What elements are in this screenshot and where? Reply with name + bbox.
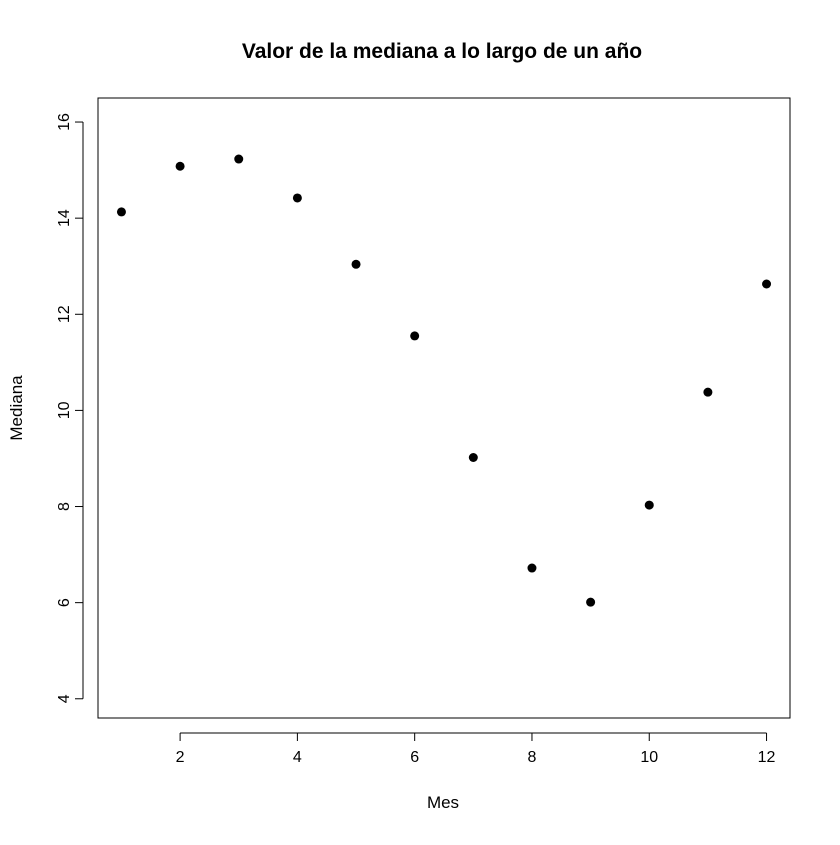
- data-point: [468, 453, 478, 463]
- data-point: [175, 161, 185, 171]
- y-tick-label: 10: [56, 401, 73, 419]
- plot-frame: [97, 97, 791, 719]
- data-point: [644, 500, 654, 510]
- x-tick-label: 4: [293, 749, 302, 766]
- data-point: [292, 193, 302, 203]
- y-tick-label: 14: [56, 209, 73, 227]
- x-tick-label: 6: [410, 749, 419, 766]
- x-axis: 2 4 6 8 10 12: [176, 732, 776, 766]
- data-points: [116, 154, 772, 607]
- y-tick-label: 12: [56, 305, 73, 323]
- x-axis-title: Mes: [427, 793, 459, 812]
- data-point: [234, 154, 244, 164]
- x-tick-label: 10: [640, 749, 658, 766]
- x-tick-label: 8: [528, 749, 537, 766]
- y-tick-label: 8: [56, 502, 73, 511]
- y-axis: 4 6 8 10 12 14 16: [56, 113, 84, 703]
- chart-title: Valor de la mediana a lo largo de un año: [242, 40, 642, 63]
- x-tick-label: 12: [758, 749, 776, 766]
- data-point: [410, 331, 420, 341]
- x-tick-label: 2: [176, 749, 185, 766]
- data-point: [703, 387, 713, 397]
- y-axis-title: Mediana: [7, 375, 26, 441]
- data-point: [351, 259, 361, 269]
- y-tick-label: 4: [56, 694, 73, 703]
- data-point: [527, 563, 537, 573]
- data-point: [116, 207, 126, 217]
- y-tick-label: 16: [56, 113, 73, 131]
- y-tick-label: 6: [56, 598, 73, 607]
- data-point: [762, 279, 772, 289]
- data-point: [586, 597, 596, 607]
